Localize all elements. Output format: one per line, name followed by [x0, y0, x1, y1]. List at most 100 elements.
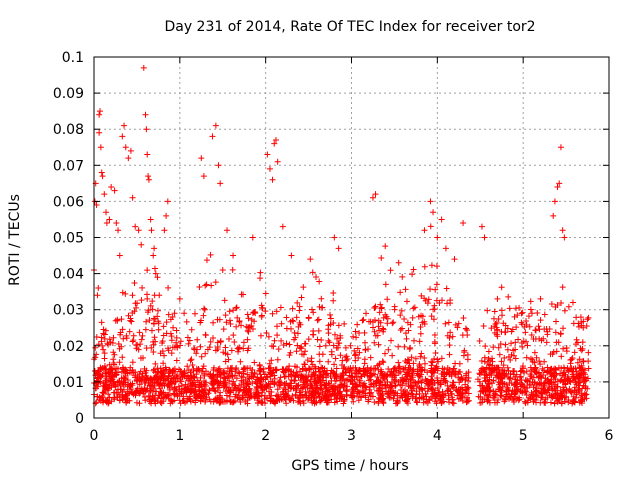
data-point [557, 387, 564, 394]
data-point [294, 330, 301, 337]
data-point [369, 318, 376, 325]
data-point [136, 329, 143, 336]
data-point [278, 320, 285, 327]
data-point [210, 319, 217, 326]
data-point [418, 379, 425, 386]
data-point [353, 381, 360, 388]
data-point [391, 303, 398, 310]
data-point [538, 394, 545, 401]
data-point [403, 335, 410, 342]
data-point [415, 372, 422, 379]
data-point [537, 361, 544, 368]
data-point [224, 227, 231, 234]
data-point [345, 365, 352, 372]
data-point [369, 194, 376, 201]
data-point [255, 393, 262, 400]
data-point [221, 382, 228, 389]
data-point [485, 387, 492, 394]
data-point [127, 315, 134, 322]
data-point [283, 325, 290, 332]
data-point [389, 320, 396, 327]
data-point [115, 227, 122, 234]
data-point [214, 339, 221, 346]
data-point [558, 390, 565, 397]
data-point [296, 307, 303, 314]
data-point [380, 400, 387, 407]
data-point [143, 345, 150, 352]
data-point [277, 304, 284, 311]
data-point [333, 335, 340, 342]
data-point [286, 341, 293, 348]
data-point [143, 367, 150, 374]
data-point [338, 381, 345, 388]
data-point [344, 376, 351, 383]
data-point [187, 396, 194, 403]
data-point [322, 388, 329, 395]
data-point [181, 373, 188, 380]
data-point [173, 327, 180, 334]
data-point [491, 323, 498, 330]
data-point [443, 285, 450, 292]
scatter-points [91, 64, 592, 407]
data-point [538, 374, 545, 381]
data-point [519, 343, 526, 350]
data-point [540, 367, 547, 374]
data-point [144, 291, 151, 298]
data-point [116, 252, 123, 259]
data-point [413, 398, 420, 405]
data-point [485, 355, 492, 362]
data-point [440, 377, 447, 384]
data-point [262, 290, 269, 297]
data-point [456, 379, 463, 386]
data-point [330, 385, 337, 392]
data-point [176, 295, 183, 302]
data-point [242, 398, 249, 405]
data-point [421, 227, 428, 234]
y-axis-label: ROTI / TECUs [7, 194, 23, 286]
data-point [309, 306, 316, 313]
data-point [351, 393, 358, 400]
data-point [296, 345, 303, 352]
data-point [251, 309, 258, 315]
data-point [245, 324, 252, 331]
data-point [102, 382, 109, 389]
data-point [308, 397, 315, 404]
data-point [384, 296, 391, 303]
data-point [552, 390, 559, 397]
data-point [191, 374, 198, 381]
data-point [235, 369, 242, 376]
data-point [97, 108, 104, 115]
data-point [383, 313, 390, 320]
data-point [144, 309, 151, 316]
data-point [476, 337, 483, 344]
x-tick-label: 0 [90, 428, 99, 444]
data-point [209, 133, 216, 140]
data-point [296, 389, 303, 396]
data-point [578, 390, 585, 397]
data-point [251, 359, 258, 366]
data-point [115, 341, 122, 348]
data-point [289, 305, 296, 312]
data-point [311, 389, 318, 396]
data-point [239, 394, 246, 401]
data-point [150, 341, 157, 348]
data-point [444, 369, 451, 376]
data-point [129, 380, 136, 387]
data-point [481, 368, 488, 375]
data-point [438, 216, 445, 223]
data-point [358, 373, 365, 380]
data-point [427, 198, 434, 205]
data-point [352, 357, 359, 364]
data-point [291, 329, 298, 336]
data-point [515, 336, 522, 343]
data-point [233, 304, 240, 311]
data-point [335, 322, 342, 329]
data-point [408, 371, 415, 378]
data-point [159, 370, 166, 377]
data-point [121, 375, 128, 382]
data-point [147, 216, 154, 223]
data-point [145, 176, 152, 183]
data-point [504, 346, 511, 353]
x-tick-label: 6 [605, 428, 614, 444]
data-point [421, 355, 428, 361]
